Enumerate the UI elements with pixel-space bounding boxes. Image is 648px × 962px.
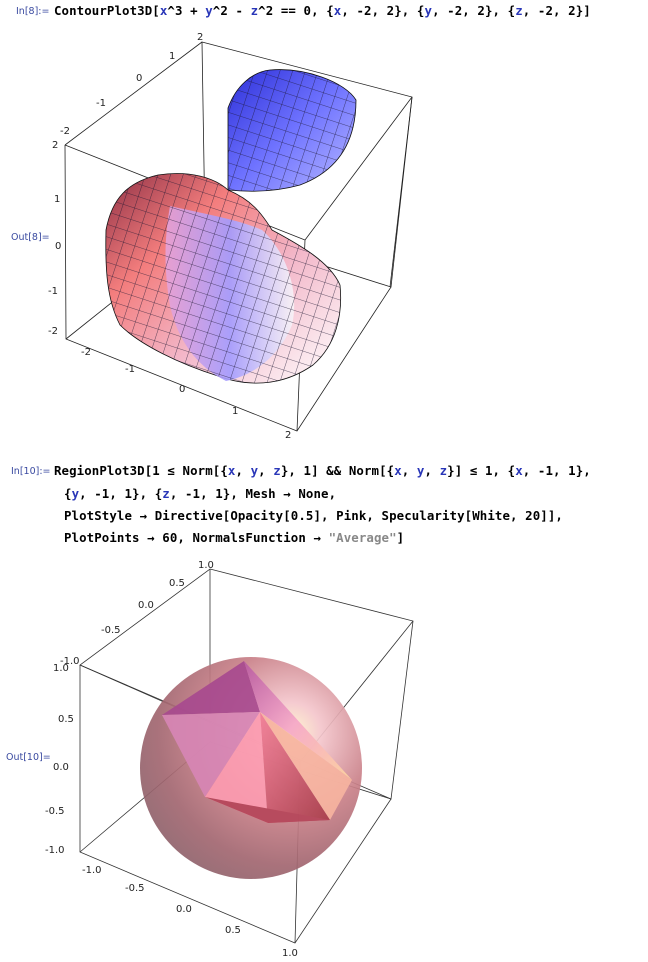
tick-label: -1 bbox=[96, 98, 106, 109]
lower-surface-sheet bbox=[105, 173, 341, 384]
tick-label: 1 bbox=[54, 194, 60, 205]
input-code-line[interactable]: ContourPlot3D[x^3 + y^2 - z^2 == 0, {x, … bbox=[54, 3, 591, 18]
tick-labels-top: 2 1 0 -1 -2 bbox=[60, 32, 203, 137]
tick-label: -0.5 bbox=[125, 883, 145, 894]
output-label: Out[10]= bbox=[6, 752, 51, 763]
tick-label: 0.5 bbox=[58, 714, 74, 725]
tick-label: 2 bbox=[285, 430, 291, 441]
input-code-line[interactable]: PlotStyle → Directive[Opacity[0.5], Pink… bbox=[64, 508, 563, 523]
tick-labels-left: 2 1 0 -1 -2 bbox=[48, 140, 61, 337]
tick-label: 0 bbox=[179, 384, 185, 395]
tick-label: 0 bbox=[55, 241, 61, 252]
input-label: In[10]:= bbox=[11, 466, 51, 477]
tick-label: -1 bbox=[125, 364, 135, 375]
tick-label: -0.5 bbox=[101, 625, 121, 636]
input-code-line[interactable]: {y, -1, 1}, {z, -1, 1}, Mesh → None, bbox=[64, 486, 337, 501]
tick-label: 1 bbox=[169, 51, 175, 62]
input-code-line[interactable]: PlotPoints → 60, NormalsFunction → "Aver… bbox=[64, 530, 405, 545]
tick-label: 2 bbox=[197, 32, 203, 43]
tick-label: -2 bbox=[81, 347, 91, 358]
octahedron bbox=[162, 661, 352, 823]
tick-label: -1.0 bbox=[82, 865, 102, 876]
tick-label: 0.0 bbox=[176, 904, 192, 915]
tick-label: -0.5 bbox=[45, 806, 65, 817]
tick-label: -1.0 bbox=[60, 656, 80, 667]
tick-label: 0 bbox=[136, 73, 142, 84]
tick-label: 2 bbox=[52, 140, 58, 151]
input-label: In[8]:= bbox=[16, 6, 50, 17]
tick-label: -2 bbox=[48, 326, 58, 337]
tick-label: -1.0 bbox=[45, 845, 65, 856]
tick-label: 1.0 bbox=[53, 663, 69, 674]
tick-label: 0.5 bbox=[225, 925, 241, 936]
contour-plot-3d[interactable]: 2 1 0 -1 -2 2 1 0 -1 -2 -2 -1 0 1 2 bbox=[0, 0, 648, 445]
tick-labels-bottom: -1.0 -0.5 0.0 0.5 1.0 bbox=[82, 865, 298, 959]
output-label: Out[8]= bbox=[11, 232, 50, 243]
tick-label: 0.5 bbox=[169, 578, 185, 589]
tick-label: -1 bbox=[48, 286, 58, 297]
tick-label: 0.0 bbox=[53, 762, 69, 773]
region-plot-3d[interactable]: 1.0 0.5 0.0 -0.5 -1.0 1.0 0.5 0.0 -0.5 -… bbox=[0, 552, 648, 962]
tick-labels-bottom: -2 -1 0 1 2 bbox=[81, 347, 291, 441]
tick-label: 0.0 bbox=[138, 600, 154, 611]
tick-labels-top: 1.0 0.5 0.0 -0.5 -1.0 bbox=[60, 560, 214, 667]
tick-label: 1 bbox=[232, 406, 238, 417]
tick-labels-left: 1.0 0.5 0.0 -0.5 -1.0 bbox=[45, 663, 74, 856]
tick-label: -2 bbox=[60, 126, 70, 137]
input-code-line[interactable]: RegionPlot3D[1 ≤ Norm[{x, y, z}, 1] && N… bbox=[54, 463, 591, 478]
tick-label: 1.0 bbox=[282, 948, 298, 959]
upper-surface-sheet bbox=[227, 69, 357, 192]
tick-label: 1.0 bbox=[198, 560, 214, 571]
